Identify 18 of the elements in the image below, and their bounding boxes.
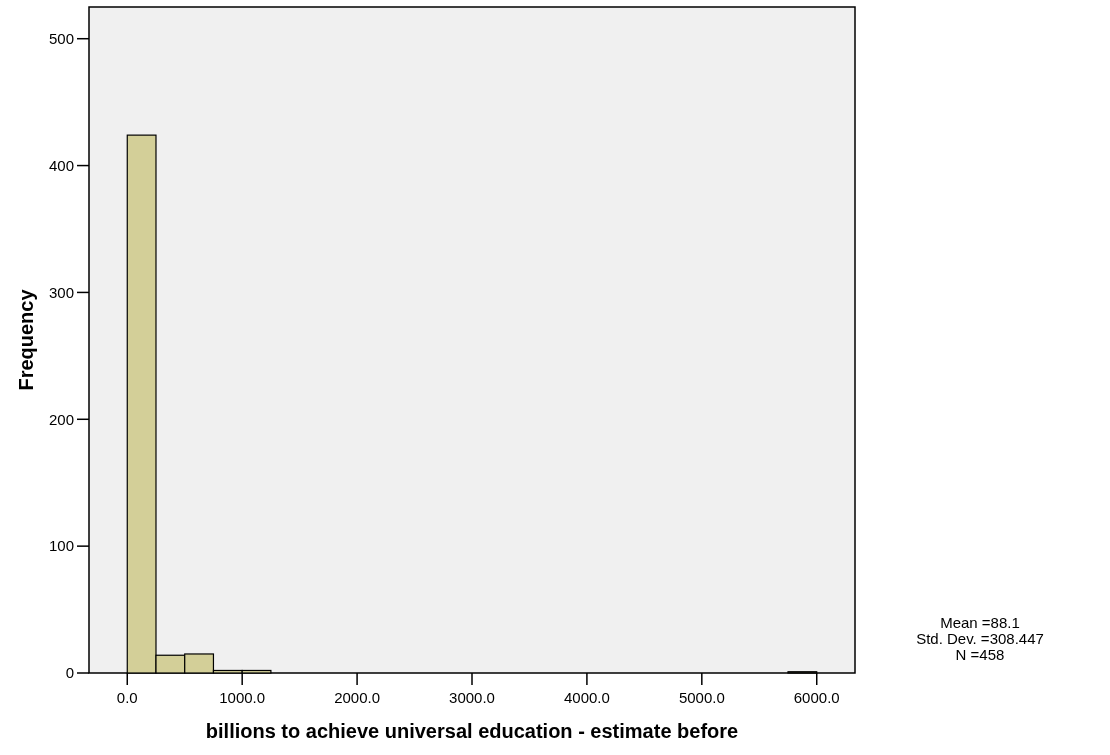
y-tick-label: 200 [48, 410, 74, 428]
y-tick-label: 300 [48, 283, 74, 301]
y-tick-label: 0 [65, 664, 74, 682]
y-tick-label: 100 [48, 537, 74, 555]
x-tick-label: 2000.0 [334, 689, 381, 706]
x-axis-title: billions to achieve universal education - estimate before [205, 720, 739, 742]
text: Std. Dev. =308.447 [916, 630, 1044, 647]
text: Mean =88.1 [940, 614, 1020, 631]
y-tick-label: 500 [48, 29, 74, 47]
x-tick-label: 1000.0 [219, 689, 266, 706]
x-tick-label: 3000.0 [449, 689, 495, 706]
y-tick-label: 400 [48, 156, 74, 174]
x-tick-label: 4000.0 [563, 689, 610, 706]
x-tick-label: 5000.0 [678, 689, 725, 706]
x-tick-label: 0.0 [116, 689, 138, 706]
x-tick-label: 6000.0 [793, 689, 840, 706]
y-axis-title: Frequency [15, 288, 37, 391]
text: N =458 [955, 646, 1005, 663]
